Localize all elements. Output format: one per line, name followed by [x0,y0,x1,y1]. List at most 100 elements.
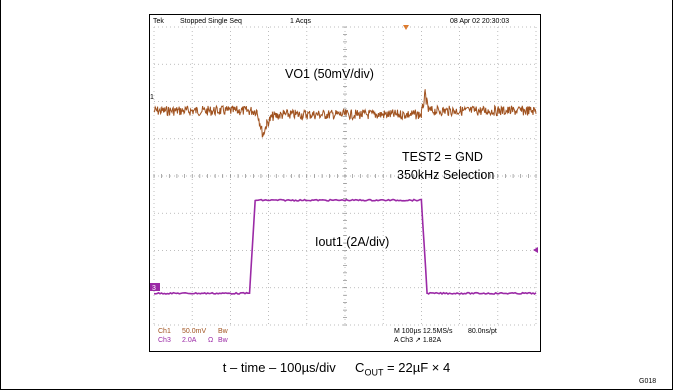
grid-dot [530,101,531,102]
grid-dot [302,175,303,177]
grid-dot [535,167,537,168]
grid-dot [430,175,431,177]
grid-dot [268,271,269,272]
grid-dot [298,26,299,28]
grid-dot [246,212,247,214]
grid-dot [318,175,319,177]
grid-dot [170,63,171,65]
grid-dot [497,215,499,216]
grid-dot [250,175,251,177]
grid-dot [459,31,460,32]
grid-dot [344,195,346,196]
grid-dot [398,324,399,326]
grid-dot [382,63,383,65]
grid-dot [230,63,231,64]
grid-dot [344,247,346,248]
grid-dot [442,324,443,326]
grid-dot [386,138,387,140]
grid-dot [459,143,460,144]
grid-dot [402,175,403,177]
grid-dot [154,175,155,177]
grid-dot [191,235,193,236]
grid-dot [382,87,384,88]
grid-dot [474,287,475,289]
grid-dot [214,287,215,289]
grid-dot [421,311,422,312]
grid-dot [153,63,155,64]
grid-dot [198,138,199,140]
grid-dot [153,135,155,136]
grid-dot [268,283,269,284]
grid-dot [298,250,299,251]
grid-dot [398,287,399,289]
grid-dot [535,211,537,212]
grid-dot [386,175,387,177]
grid-dot [374,138,375,140]
grid-dot [153,311,155,312]
grid-dot [459,43,460,44]
grid-dot [206,324,207,326]
grid-dot [306,39,308,40]
grid-dot [366,138,367,140]
grid-dot [250,324,251,326]
grid-dot [206,175,207,177]
grid-dot [535,31,537,32]
grid-dot [182,250,183,251]
grid-dot [222,63,223,65]
grid-dot [191,195,193,196]
grid-dot [354,101,355,102]
grid-dot [418,287,419,289]
grid-dot [497,299,499,300]
grid-dot [230,115,231,116]
grid-dot [206,250,207,251]
grid-dot [182,138,183,140]
grid-dot [344,263,346,264]
grid-dot [535,63,537,64]
grid-dot [534,287,535,289]
grid-dot [344,255,346,256]
grid-dot [154,250,155,251]
grid-dot [382,247,384,248]
grid-dot [497,119,499,120]
grid-dot [306,163,308,164]
grid-dot [382,219,384,220]
grid-dot [378,287,379,289]
grid-dot [226,63,227,65]
grid-dot [418,175,419,177]
grid-dot [153,31,155,32]
grid-dot [535,135,537,136]
grid-dot [318,287,319,289]
grid-dot [382,231,384,232]
grid-dot [459,243,460,244]
grid-dot [378,63,379,65]
grid-dot [459,203,460,204]
grid-dot [344,287,346,288]
grid-dot [402,138,403,140]
grid-dot [290,212,291,214]
grid-dot [490,324,491,326]
grid-dot [382,31,384,32]
grid-dot [268,111,269,112]
grid-dot [153,139,155,140]
grid-dot [258,175,259,177]
grid-dot [421,163,422,164]
grid-dot [230,123,231,124]
grid-dot [497,79,499,80]
grid-dot [497,191,499,192]
grid-dot [310,212,311,214]
grid-dot [310,324,311,326]
grid-dot [535,215,537,216]
vo1-trace [153,89,537,138]
grid-dot [166,287,167,289]
grid-dot [162,138,163,140]
grid-dot [459,167,460,168]
grid-dot [344,227,346,228]
grid-dot [422,138,423,140]
grid-dot [344,27,346,28]
grid-dot [191,71,193,72]
grid-dot [344,271,346,272]
grid-dot [242,26,243,28]
grid-dot [198,63,199,65]
grid-dot [482,138,483,140]
grid-dot [382,195,384,196]
